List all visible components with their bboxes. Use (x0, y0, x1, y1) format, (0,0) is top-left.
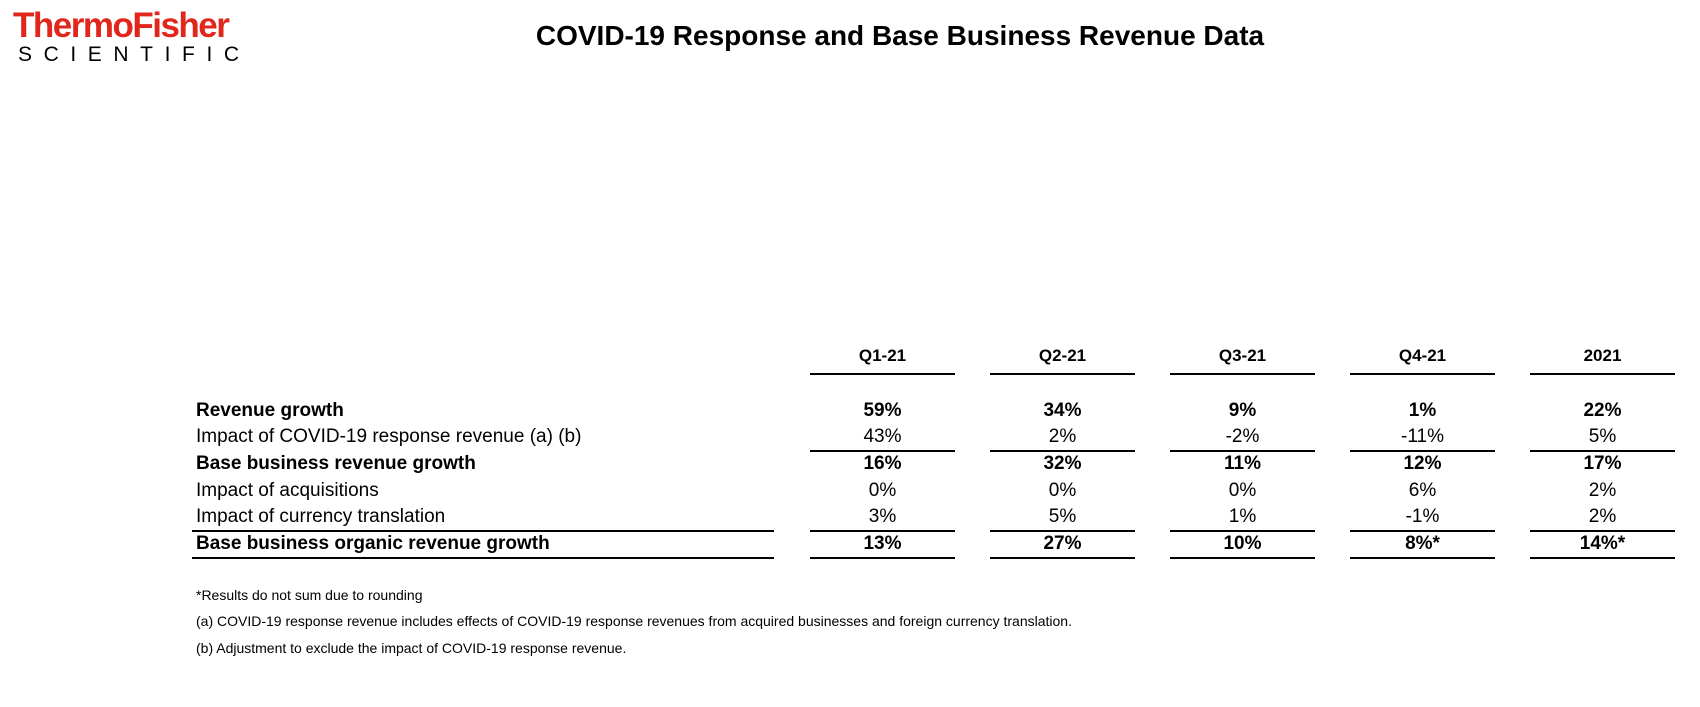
page-title-text: COVID-19 Response and Base Business Reve… (535, 20, 1265, 51)
subtotal-rule-q2 (990, 450, 1135, 452)
cell-acquisitions-q4: 6% (1408, 480, 1437, 501)
row-label-base-business-growth: Base business revenue growth (196, 453, 476, 474)
cell-revenue-growth-2021: 22% (1583, 400, 1622, 421)
total-bottom-rule-q2 (990, 557, 1135, 559)
row-label-acquisitions: Impact of acquisitions (196, 480, 379, 501)
subtotal-rule-q3 (1170, 450, 1315, 452)
cell-organic-growth-2021: 14%* (1579, 533, 1626, 554)
row-label-covid-impact: Impact of COVID-19 response revenue (a) … (196, 426, 582, 447)
cell-revenue-growth-q2: 34% (1043, 400, 1082, 421)
cell-covid-impact-q1: 43% (863, 426, 902, 447)
column-header-q2-21: Q2-21 (990, 346, 1135, 375)
cell-base-growth-q1: 16% (863, 453, 902, 474)
cell-currency-q4: -1% (1405, 506, 1440, 527)
column-header-q4-21: Q4-21 (1350, 346, 1495, 375)
total-top-rule-q2 (990, 530, 1135, 532)
total-bottom-rule-2021 (1530, 557, 1675, 559)
logo-wordmark: ThermoFisher (13, 6, 230, 45)
total-bottom-rule-q4 (1350, 557, 1495, 559)
cell-base-growth-q4: 12% (1403, 453, 1442, 474)
total-bottom-rule-q3 (1170, 557, 1315, 559)
footnote-a: (a) COVID-19 response revenue includes e… (196, 613, 1072, 629)
subtotal-rule-2021 (1530, 450, 1675, 452)
cell-covid-impact-q2: 2% (1048, 426, 1077, 447)
cell-organic-growth-q3: 10% (1223, 533, 1262, 554)
cell-acquisitions-q2: 0% (1048, 480, 1077, 501)
subtotal-rule-q1 (810, 450, 955, 452)
cell-organic-growth-q1: 13% (863, 533, 902, 554)
cell-revenue-growth-q4: 1% (1408, 400, 1437, 421)
total-bottom-rule-q1 (810, 557, 955, 559)
cell-organic-growth-q2: 27% (1043, 533, 1082, 554)
cell-currency-q1: 3% (868, 506, 897, 527)
cell-covid-impact-q3: -2% (1225, 426, 1260, 447)
cell-revenue-growth-q3: 9% (1228, 400, 1257, 421)
cell-currency-q3: 1% (1228, 506, 1257, 527)
cell-currency-2021: 2% (1588, 506, 1617, 527)
column-header-q3-21: Q3-21 (1170, 346, 1315, 375)
cell-acquisitions-2021: 2% (1588, 480, 1617, 501)
cell-base-growth-q2: 32% (1043, 453, 1082, 474)
column-header-2021: 2021 (1530, 346, 1675, 375)
row-label-currency: Impact of currency translation (196, 506, 446, 527)
cell-base-growth-2021: 17% (1583, 453, 1622, 474)
cell-revenue-growth-q1: 59% (863, 400, 902, 421)
total-top-rule-label (192, 530, 774, 532)
cell-organic-growth-q4: 8%* (1405, 533, 1440, 554)
total-top-rule-q3 (1170, 530, 1315, 532)
footnote-b: (b) Adjustment to exclude the impact of … (196, 640, 627, 656)
cell-covid-impact-2021: 5% (1588, 426, 1617, 447)
column-header-q1-21: Q1-21 (810, 346, 955, 375)
cell-acquisitions-q3: 0% (1228, 480, 1257, 501)
footnote-rounding: *Results do not sum due to rounding (196, 587, 423, 603)
logo-subtitle: SCIENTIFIC (18, 43, 251, 66)
cell-covid-impact-q4: -11% (1401, 426, 1444, 447)
total-top-rule-2021 (1530, 530, 1675, 532)
cell-base-growth-q3: 11% (1224, 453, 1261, 474)
page-title: COVID-19 Response and Base Business Reve… (0, 20, 1700, 52)
row-label-revenue-growth: Revenue growth (196, 400, 344, 421)
cell-acquisitions-q1: 0% (868, 480, 897, 501)
total-top-rule-q1 (810, 530, 955, 532)
cell-currency-q2: 5% (1048, 506, 1077, 527)
total-bottom-rule-label (192, 557, 774, 559)
subtotal-rule-q4 (1350, 450, 1495, 452)
row-label-organic-growth: Base business organic revenue growth (196, 533, 550, 554)
total-top-rule-q4 (1350, 530, 1495, 532)
company-logo: ThermoFisher SCIENTIFIC (13, 8, 251, 66)
